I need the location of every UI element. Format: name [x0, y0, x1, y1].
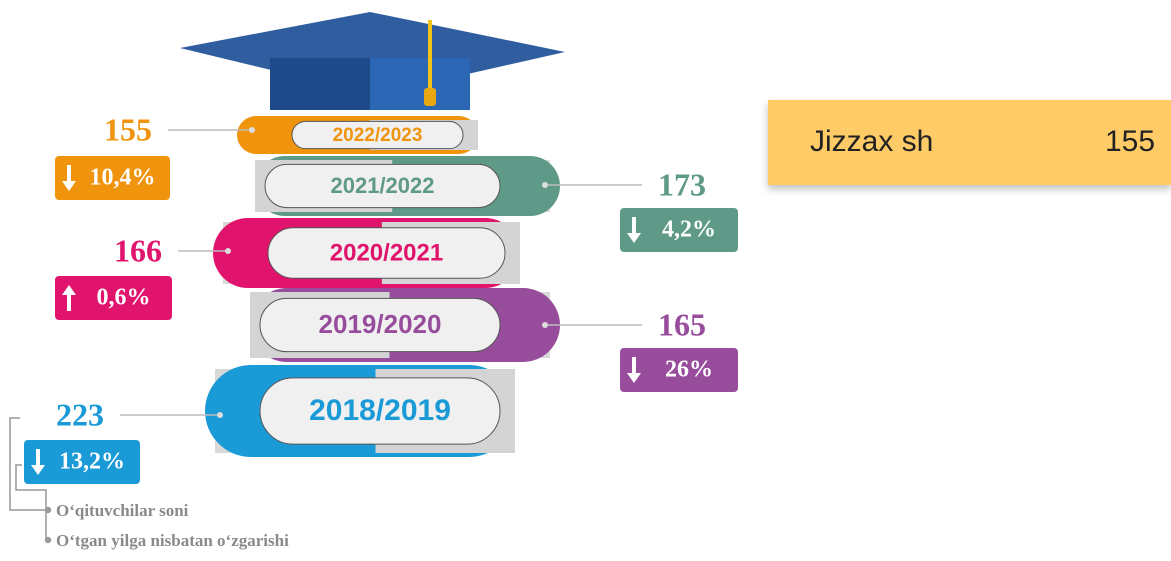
legend-item: O‘qituvchilar soni [56, 501, 189, 520]
teacher-count: 166 [114, 232, 162, 268]
connector-dot [249, 127, 255, 133]
book-year: 2020/2021 [330, 239, 443, 266]
connector-dot [225, 248, 231, 254]
book-year: 2018/2019 [309, 394, 451, 427]
book-year: 2022/2023 [333, 125, 423, 146]
connector-dot [217, 412, 223, 418]
change-value: 26% [665, 357, 713, 383]
teacher-count: 223 [56, 396, 104, 432]
infographic: 2018/2019 223 13,2% 2019/2020 165 26% 2020/202… [0, 0, 1171, 556]
change-value: 13,2% [59, 449, 125, 475]
legend-item: O‘tgan yilga nisbatan o‘zgarishi [56, 531, 289, 550]
teacher-count: 173 [658, 166, 706, 202]
card-value: 155 [1105, 125, 1155, 158]
change-value: 10,4% [90, 165, 156, 191]
graduation-cap [180, 12, 565, 110]
change-value: 4,2% [662, 217, 716, 243]
card-label: Jizzax sh [810, 125, 933, 158]
change-value: 0,6% [97, 285, 151, 311]
connector-dot [542, 322, 548, 328]
book-year: 2019/2020 [319, 309, 442, 339]
teacher-count: 155 [104, 111, 152, 147]
book-year: 2021/2022 [331, 173, 435, 198]
connector-dot [542, 182, 548, 188]
teacher-count: 165 [658, 306, 706, 342]
